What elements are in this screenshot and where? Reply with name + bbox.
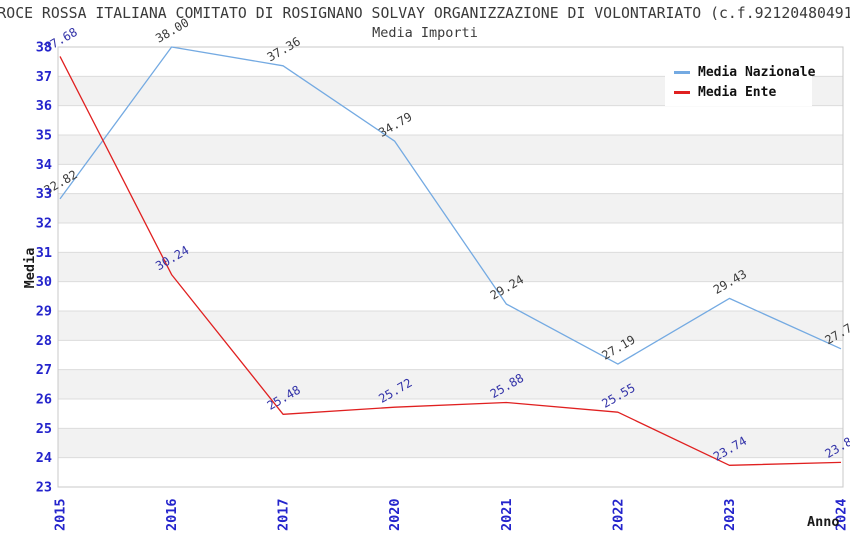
legend-item-media-nazionale: Media Nazionale [665, 62, 816, 82]
y-tick-label: 30 [36, 274, 52, 290]
y-tick-label: 26 [36, 392, 52, 408]
band [58, 311, 843, 341]
y-tick-labels: 23 24 25 26 27 28 29 30 31 32 33 34 35 36 37 38 [36, 40, 52, 496]
x-tick-label: 2020 [387, 498, 403, 531]
y-tick-label: 38 [36, 40, 52, 56]
y-axis-title: Media [22, 247, 38, 289]
y-tick-label: 37 [36, 69, 52, 85]
y-tick-label: 36 [36, 98, 52, 114]
chart-subtitle: Media Importi [372, 25, 478, 41]
chart-title: CROCE ROSSA ITALIANA COMITATO DI ROSIGNA… [0, 5, 850, 22]
y-tick-label: 23 [36, 480, 52, 496]
x-tick-label: 2015 [53, 498, 69, 531]
plot-frame [57, 46, 844, 488]
band [58, 428, 843, 458]
legend-swatch-media-nazionale [674, 70, 690, 74]
y-tick-label: 27 [36, 362, 52, 378]
legend-swatch-media-ente [674, 90, 690, 94]
y-tick-label: 24 [36, 450, 52, 466]
value-label: 37.36 [265, 34, 303, 64]
y-tick-label: 33 [36, 186, 52, 202]
y-tick-label: 35 [36, 128, 52, 144]
band [58, 193, 843, 223]
band [58, 135, 843, 165]
series-line-media-nazionale [59, 46, 842, 365]
x-tick-label: 2022 [610, 498, 626, 531]
value-label: 38.00 [153, 15, 191, 45]
legend-label: Media Ente [698, 84, 777, 100]
y-tick-label: 25 [36, 421, 52, 437]
y-tick-label: 31 [36, 245, 52, 261]
x-axis-title: Anno [807, 514, 840, 530]
chart-legend: Media Nazionale Media Ente [665, 59, 816, 106]
x-tick-label: 2024 [834, 498, 850, 531]
plot-bands [58, 76, 843, 458]
band [58, 369, 843, 399]
y-tick-label: 32 [36, 216, 52, 232]
x-tick-label: 2016 [164, 498, 180, 531]
legend-label: Media Nazionale [698, 64, 816, 80]
x-tick-label: 2023 [722, 498, 738, 531]
y-tick-label: 29 [36, 304, 52, 320]
x-tick-label: 2017 [276, 498, 292, 531]
y-tick-label: 34 [36, 157, 52, 173]
x-tick-label: 2021 [499, 498, 515, 531]
legend-item-media-ente: Media Ente [665, 82, 812, 102]
y-tick-label: 28 [36, 333, 52, 349]
series-line-media-ente [59, 56, 842, 466]
band [58, 252, 843, 282]
x-tick-labels: 2015 2016 2017 2020 2021 2022 2023 2024 [53, 498, 850, 531]
